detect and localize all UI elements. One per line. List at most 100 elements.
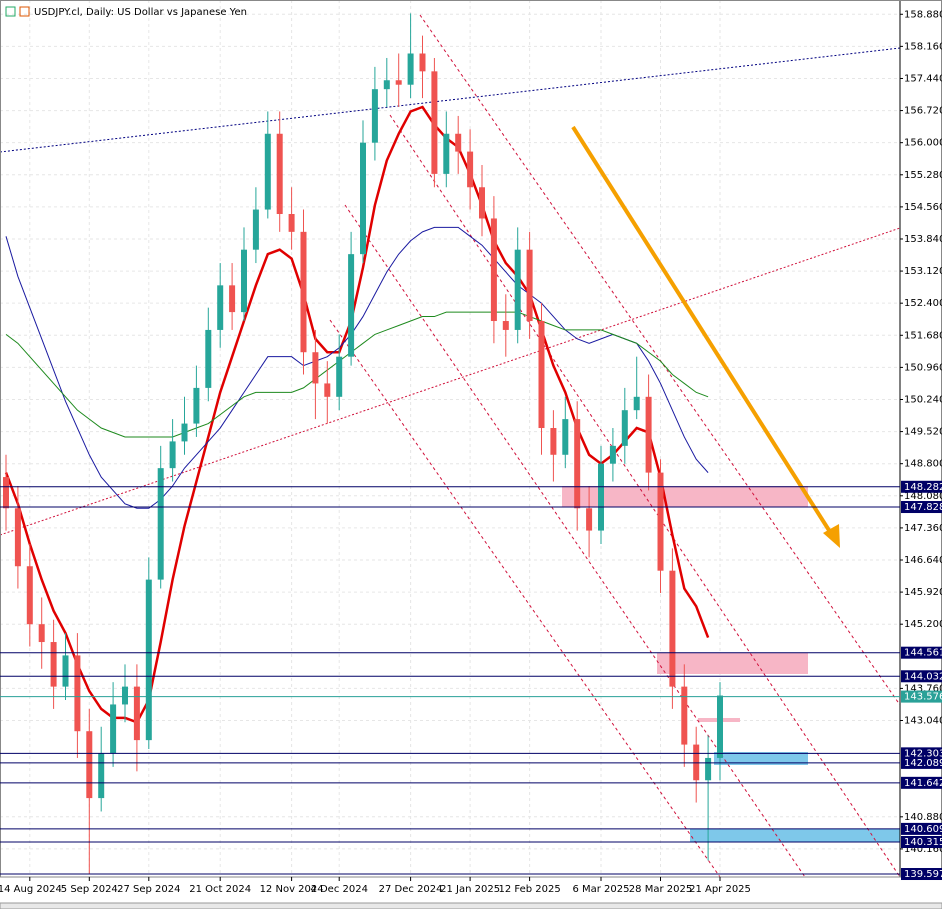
y-tick-label: 148.800 [904,459,942,470]
candle-body [217,285,224,330]
y-tick-label: 143.760 [904,683,942,694]
y-tick-label: 158.160 [904,41,942,52]
y-tick-label: 145.200 [904,619,942,630]
candle-body [324,383,331,397]
candle-body [574,419,581,509]
candle-body [550,428,557,455]
candle-body [157,468,164,580]
channel-line [419,14,901,706]
y-tick-label: 152.400 [904,298,942,309]
y-tick-label: 147.360 [904,523,942,534]
candle-body [300,231,307,353]
zone [562,486,808,507]
y-tick-label: 153.840 [904,234,942,245]
candle-body [122,686,128,705]
y-tick-label: 158.880 [904,9,942,20]
level-label-box [901,868,942,881]
candle-body [38,624,45,643]
y-tick-label: 154.560 [904,202,942,213]
candle-body [252,209,259,250]
candle-body [98,753,105,799]
zone [657,653,808,674]
icon [19,6,30,17]
level-label: 141.642 [904,778,942,789]
candle-body [181,423,188,442]
level-label: 144.561 [904,648,942,659]
zone [690,829,900,842]
moving-average [4,105,710,724]
candle-body [609,445,616,464]
candle-body [50,642,57,687]
candle-body [562,419,569,455]
y-tick-label: 145.920 [904,587,942,598]
level-label: 142.089 [904,758,942,769]
trend-line [0,227,901,536]
candle-body [514,249,521,330]
arrow-head [823,524,840,548]
chart-title: USDJPY.cl, Daily: US Dollar vs Japanese … [34,7,247,18]
level-label-box [901,646,942,659]
y-tick-label: 150.960 [904,362,942,373]
candle-body [276,133,283,215]
x-tick-label: 21 Oct 2024 [189,884,251,895]
arrow [571,125,834,537]
scrollbar [0,902,942,909]
candle-body [145,579,152,741]
candle-body [241,249,247,313]
drawings [0,14,901,878]
level-label-box [901,747,942,760]
candle-body [669,570,676,687]
y-tick-label: 156.000 [904,138,942,149]
level-label: 148.282 [904,482,942,493]
candle-body [169,441,176,469]
x-tick-label: 27 Sep 2024 [117,884,180,895]
x-tick-label: 12 Feb 2025 [498,884,560,895]
y-tick-label: 153.120 [904,266,942,277]
level-label: 140.609 [904,824,942,835]
x-tick-label: 14 Aug 2024 [0,884,62,895]
candle-body [455,133,462,152]
y-tick-label: 157.440 [904,73,942,84]
x-tick-label: 5 Sep 2024 [61,884,118,895]
x-tick-label: 21 Jan 2025 [440,884,500,895]
channel-line [389,114,901,878]
candle-body [74,655,81,732]
candle-body [62,655,69,687]
level-label: 143.576 [904,692,942,703]
candle-body [633,396,640,411]
candle-body [133,686,140,741]
candle-body [371,89,378,143]
level-label: 144.032 [904,671,942,682]
y-tick-label: 140.160 [904,844,942,855]
candle-body [348,254,355,357]
candle-body [490,218,497,322]
candle-body [86,731,93,799]
level-label-box [901,480,942,493]
candle-body [443,133,450,174]
candle-body [502,321,509,330]
candle-body [705,757,712,781]
channel-line [329,319,721,878]
level-label: 140.315 [904,837,942,848]
candle-body [3,477,9,509]
moving-average [5,311,709,438]
y-tick-label: 151.680 [904,330,942,341]
candle-body [479,187,485,219]
moving-average [5,226,709,509]
candle-body [621,410,628,446]
y-tick-label: 140.880 [904,812,942,823]
candle-body [395,80,402,85]
candle-body [419,53,426,72]
x-tick-label: 6 Mar 2025 [572,884,629,895]
candle-body [383,80,390,90]
y-tick-label: 143.040 [904,716,942,727]
candle-body [467,151,474,188]
candle-body [205,329,212,388]
candle-body [645,396,652,473]
candle-body [526,249,533,322]
candle-body [586,508,593,531]
icon [5,6,16,17]
